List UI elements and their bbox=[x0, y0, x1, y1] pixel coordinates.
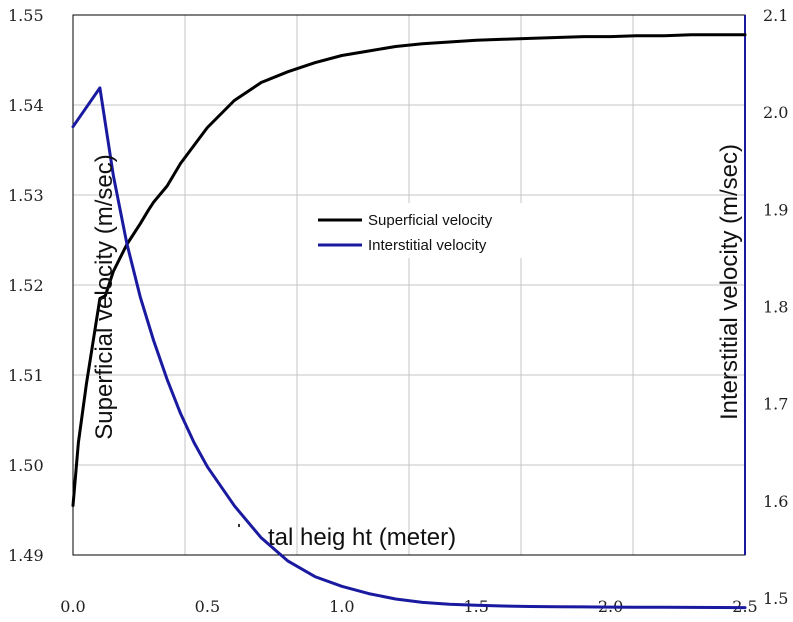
legend: Superficial velocity Interstitial veloci… bbox=[312, 203, 537, 258]
right-y-tick-label: 1.6 bbox=[763, 492, 788, 511]
x-axis-label: tal heig ht (meter) bbox=[268, 524, 456, 551]
x-tick-label: 0.0 bbox=[60, 597, 85, 616]
x-tick-label: 0.5 bbox=[195, 597, 220, 616]
right-y-tick-label: 2.1 bbox=[763, 6, 788, 25]
legend-box bbox=[312, 203, 537, 258]
right-y-axis-label: Interstitial velocity (m/sec) bbox=[716, 144, 743, 420]
series-line-superficial-velocity bbox=[71, 33, 747, 507]
left-y-tick-label: 1.49 bbox=[8, 546, 44, 565]
right-y-tick-label: 1.9 bbox=[763, 200, 788, 219]
left-y-tick-label: 1.55 bbox=[8, 6, 44, 25]
stray-mark bbox=[238, 524, 240, 527]
left-y-tick-label: 1.50 bbox=[8, 456, 44, 475]
right-y-tick-label: 2.0 bbox=[763, 103, 788, 122]
grid-lines bbox=[73, 15, 745, 555]
series-line-interstitial-velocity bbox=[71, 86, 747, 610]
left-y-tick-label: 1.52 bbox=[8, 276, 44, 295]
series-layer bbox=[71, 33, 747, 610]
right-y-tick-label: 1.5 bbox=[763, 589, 788, 608]
left-y-tick-labels: 1.49 1.50 1.51 1.52 1.53 1.54 1.55 bbox=[8, 6, 44, 565]
x-tick-label: 1.0 bbox=[329, 597, 354, 616]
left-y-axis-label: Superficial velocity (m/sec) bbox=[91, 154, 118, 439]
left-y-tick-label: 1.51 bbox=[8, 366, 44, 385]
right-y-tick-labels: 1.5 1.6 1.7 1.8 1.9 2.0 2.1 bbox=[763, 6, 788, 608]
right-y-tick-label: 1.8 bbox=[763, 298, 788, 317]
left-y-tick-label: 1.53 bbox=[8, 186, 44, 205]
right-y-tick-label: 1.7 bbox=[763, 395, 788, 414]
left-y-tick-label: 1.54 bbox=[8, 96, 44, 115]
legend-label-superficial: Superficial velocity bbox=[368, 212, 493, 229]
legend-label-interstitial: Interstitial velocity bbox=[368, 237, 487, 254]
